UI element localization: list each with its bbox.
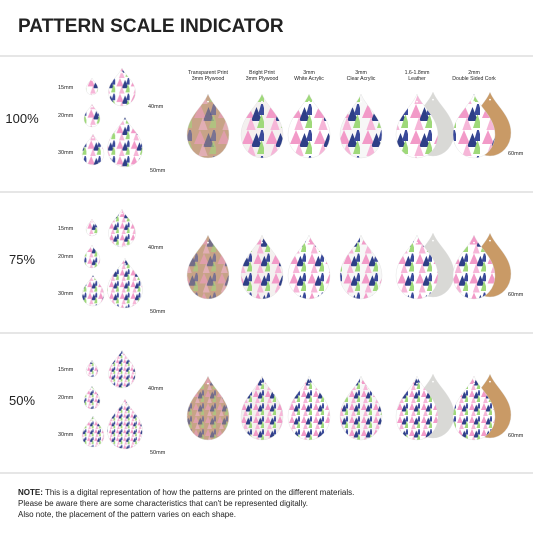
size-label: 20mm bbox=[58, 254, 74, 260]
size-label: 15mm bbox=[58, 226, 74, 232]
shape-size-label: 60mm bbox=[508, 292, 524, 298]
material-sample bbox=[240, 93, 284, 159]
material-sample bbox=[339, 234, 383, 300]
note-text: Also note, the placement of the pattern … bbox=[18, 510, 236, 519]
size-label: 40mm bbox=[148, 104, 164, 110]
material-sample bbox=[452, 375, 496, 441]
material-sample bbox=[452, 93, 496, 159]
material-name: Bright Print bbox=[249, 70, 275, 76]
size-sample bbox=[83, 244, 101, 269]
size-sample bbox=[107, 116, 143, 168]
material-sample bbox=[339, 93, 383, 159]
size-sample bbox=[108, 67, 136, 107]
size-sample bbox=[83, 385, 101, 410]
material-name: 3mm bbox=[303, 70, 315, 76]
material-name: 2mm bbox=[468, 70, 480, 76]
note: NOTE: This is a digital representation o… bbox=[18, 488, 354, 497]
material-name: White Acrylic bbox=[294, 76, 324, 82]
material-sample bbox=[395, 93, 439, 159]
note-label: NOTE: bbox=[18, 488, 43, 497]
size-sample bbox=[81, 274, 105, 307]
shape-size-label: 60mm bbox=[508, 433, 524, 439]
material-sample bbox=[452, 234, 496, 300]
size-sample bbox=[107, 398, 143, 450]
material-name: 1.6-1.8mm bbox=[405, 70, 430, 76]
size-label: 15mm bbox=[58, 85, 74, 91]
size-label: 15mm bbox=[58, 367, 74, 373]
page-title: PATTERN SCALE INDICATOR bbox=[18, 16, 284, 37]
material-sample bbox=[186, 93, 230, 159]
note-text: Please be aware there are some character… bbox=[18, 499, 308, 508]
size-sample bbox=[85, 359, 99, 378]
scale-label: 100% bbox=[5, 111, 39, 126]
material-sample bbox=[287, 93, 331, 159]
size-label: 40mm bbox=[148, 386, 164, 392]
size-label: 50mm bbox=[150, 168, 166, 174]
material-name: Double Sided Cork bbox=[452, 76, 496, 82]
size-label: 40mm bbox=[148, 245, 164, 251]
size-sample bbox=[81, 133, 105, 166]
scale-label: 50% bbox=[9, 393, 35, 408]
size-sample bbox=[107, 257, 143, 309]
size-sample bbox=[85, 218, 99, 237]
size-label: 30mm bbox=[58, 432, 74, 438]
size-label: 30mm bbox=[58, 291, 74, 297]
material-name: Transparent Print bbox=[188, 70, 228, 76]
size-sample bbox=[108, 208, 136, 248]
material-name: 3mm bbox=[355, 70, 367, 76]
material-name: Leather bbox=[408, 76, 426, 82]
size-sample bbox=[83, 103, 101, 128]
size-sample bbox=[85, 77, 99, 96]
material-sample bbox=[287, 234, 331, 300]
size-label: 20mm bbox=[58, 113, 74, 119]
material-sample bbox=[240, 375, 284, 441]
material-sample bbox=[240, 234, 284, 300]
material-sample bbox=[186, 234, 230, 300]
size-label: 30mm bbox=[58, 150, 74, 156]
material-sample bbox=[287, 375, 331, 441]
scale-label: 75% bbox=[9, 252, 35, 267]
note-text: This is a digital representation of how … bbox=[43, 488, 354, 497]
material-sample bbox=[186, 375, 230, 441]
size-label: 50mm bbox=[150, 309, 166, 315]
shape-size-label: 60mm bbox=[508, 151, 524, 157]
size-label: 50mm bbox=[150, 450, 166, 456]
material-name: Clear Acrylic bbox=[347, 76, 376, 82]
size-label: 20mm bbox=[58, 395, 74, 401]
material-sample bbox=[395, 234, 439, 300]
size-sample bbox=[81, 415, 105, 448]
material-name: 3mm Plywood bbox=[246, 76, 279, 82]
material-sample bbox=[339, 375, 383, 441]
size-sample bbox=[108, 349, 136, 389]
material-name: 3mm Plywood bbox=[192, 76, 225, 82]
material-sample bbox=[395, 375, 439, 441]
